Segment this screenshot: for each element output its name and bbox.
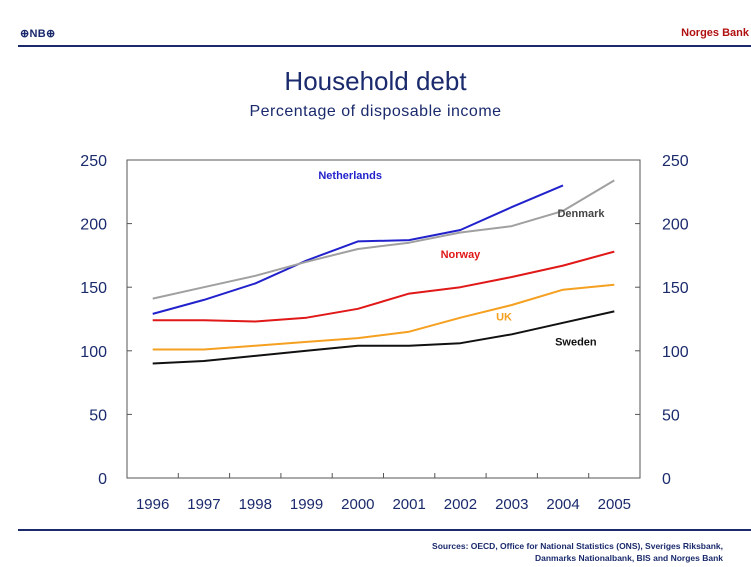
top-divider bbox=[18, 45, 751, 47]
series-line-norway bbox=[152, 250, 615, 323]
norges-bank-logo: ⊕NB⊕ bbox=[20, 28, 56, 40]
y-tick-label-right: 150 bbox=[662, 280, 689, 297]
x-tick-label: 2005 bbox=[598, 496, 631, 513]
x-tick-label: 2001 bbox=[392, 496, 425, 513]
series-line-denmark bbox=[152, 179, 615, 300]
series-line-netherlands bbox=[152, 184, 564, 315]
x-tick-label: 1998 bbox=[239, 496, 272, 513]
y-tick-label-right: 0 bbox=[662, 471, 671, 488]
x-tick-label: 1999 bbox=[290, 496, 323, 513]
series-label-sweden: Sweden bbox=[555, 337, 597, 349]
brand-name: Norges Bank bbox=[681, 27, 749, 39]
series-line-uk bbox=[152, 283, 615, 351]
y-tick-label-left: 250 bbox=[80, 153, 107, 170]
x-tick-label: 2004 bbox=[546, 496, 579, 513]
y-tick-label-left: 100 bbox=[80, 344, 107, 361]
series-label-netherlands: Netherlands bbox=[318, 170, 382, 182]
y-tick-label-left: 150 bbox=[80, 280, 107, 297]
x-tick-label: 1997 bbox=[187, 496, 220, 513]
series-line-sweden bbox=[152, 310, 615, 365]
chart-subtitle: Percentage of disposable income bbox=[249, 103, 502, 120]
source-line-2: Danmarks Nationalbank, BIS and Norges Ba… bbox=[535, 553, 723, 563]
y-tick-label-left: 50 bbox=[89, 407, 107, 424]
y-tick-label-left: 200 bbox=[80, 217, 107, 234]
series-label-denmark: Denmark bbox=[557, 208, 605, 220]
bottom-divider bbox=[18, 529, 751, 531]
x-tick-label: 2000 bbox=[341, 496, 374, 513]
series-label-uk: UK bbox=[496, 311, 512, 323]
x-tick-label: 1996 bbox=[136, 496, 169, 513]
series-label-norway: Norway bbox=[441, 249, 482, 261]
y-tick-label-right: 50 bbox=[662, 407, 680, 424]
source-line-1: Sources: OECD, Office for National Stati… bbox=[432, 541, 723, 551]
y-tick-label-right: 100 bbox=[662, 344, 689, 361]
y-tick-label-right: 250 bbox=[662, 153, 689, 170]
x-tick-label: 2003 bbox=[495, 496, 528, 513]
line-chart: 0 0 50 50 100 100 150 150 200 200 250 250 1996 1997 19… bbox=[80, 153, 689, 513]
y-tick-label-right: 200 bbox=[662, 217, 689, 234]
source-note: Sources: OECD, Office for National Stati… bbox=[263, 540, 723, 564]
chart-title: Household debt bbox=[284, 66, 467, 96]
x-tick-label: 2002 bbox=[444, 496, 477, 513]
y-tick-label-left: 0 bbox=[98, 471, 107, 488]
